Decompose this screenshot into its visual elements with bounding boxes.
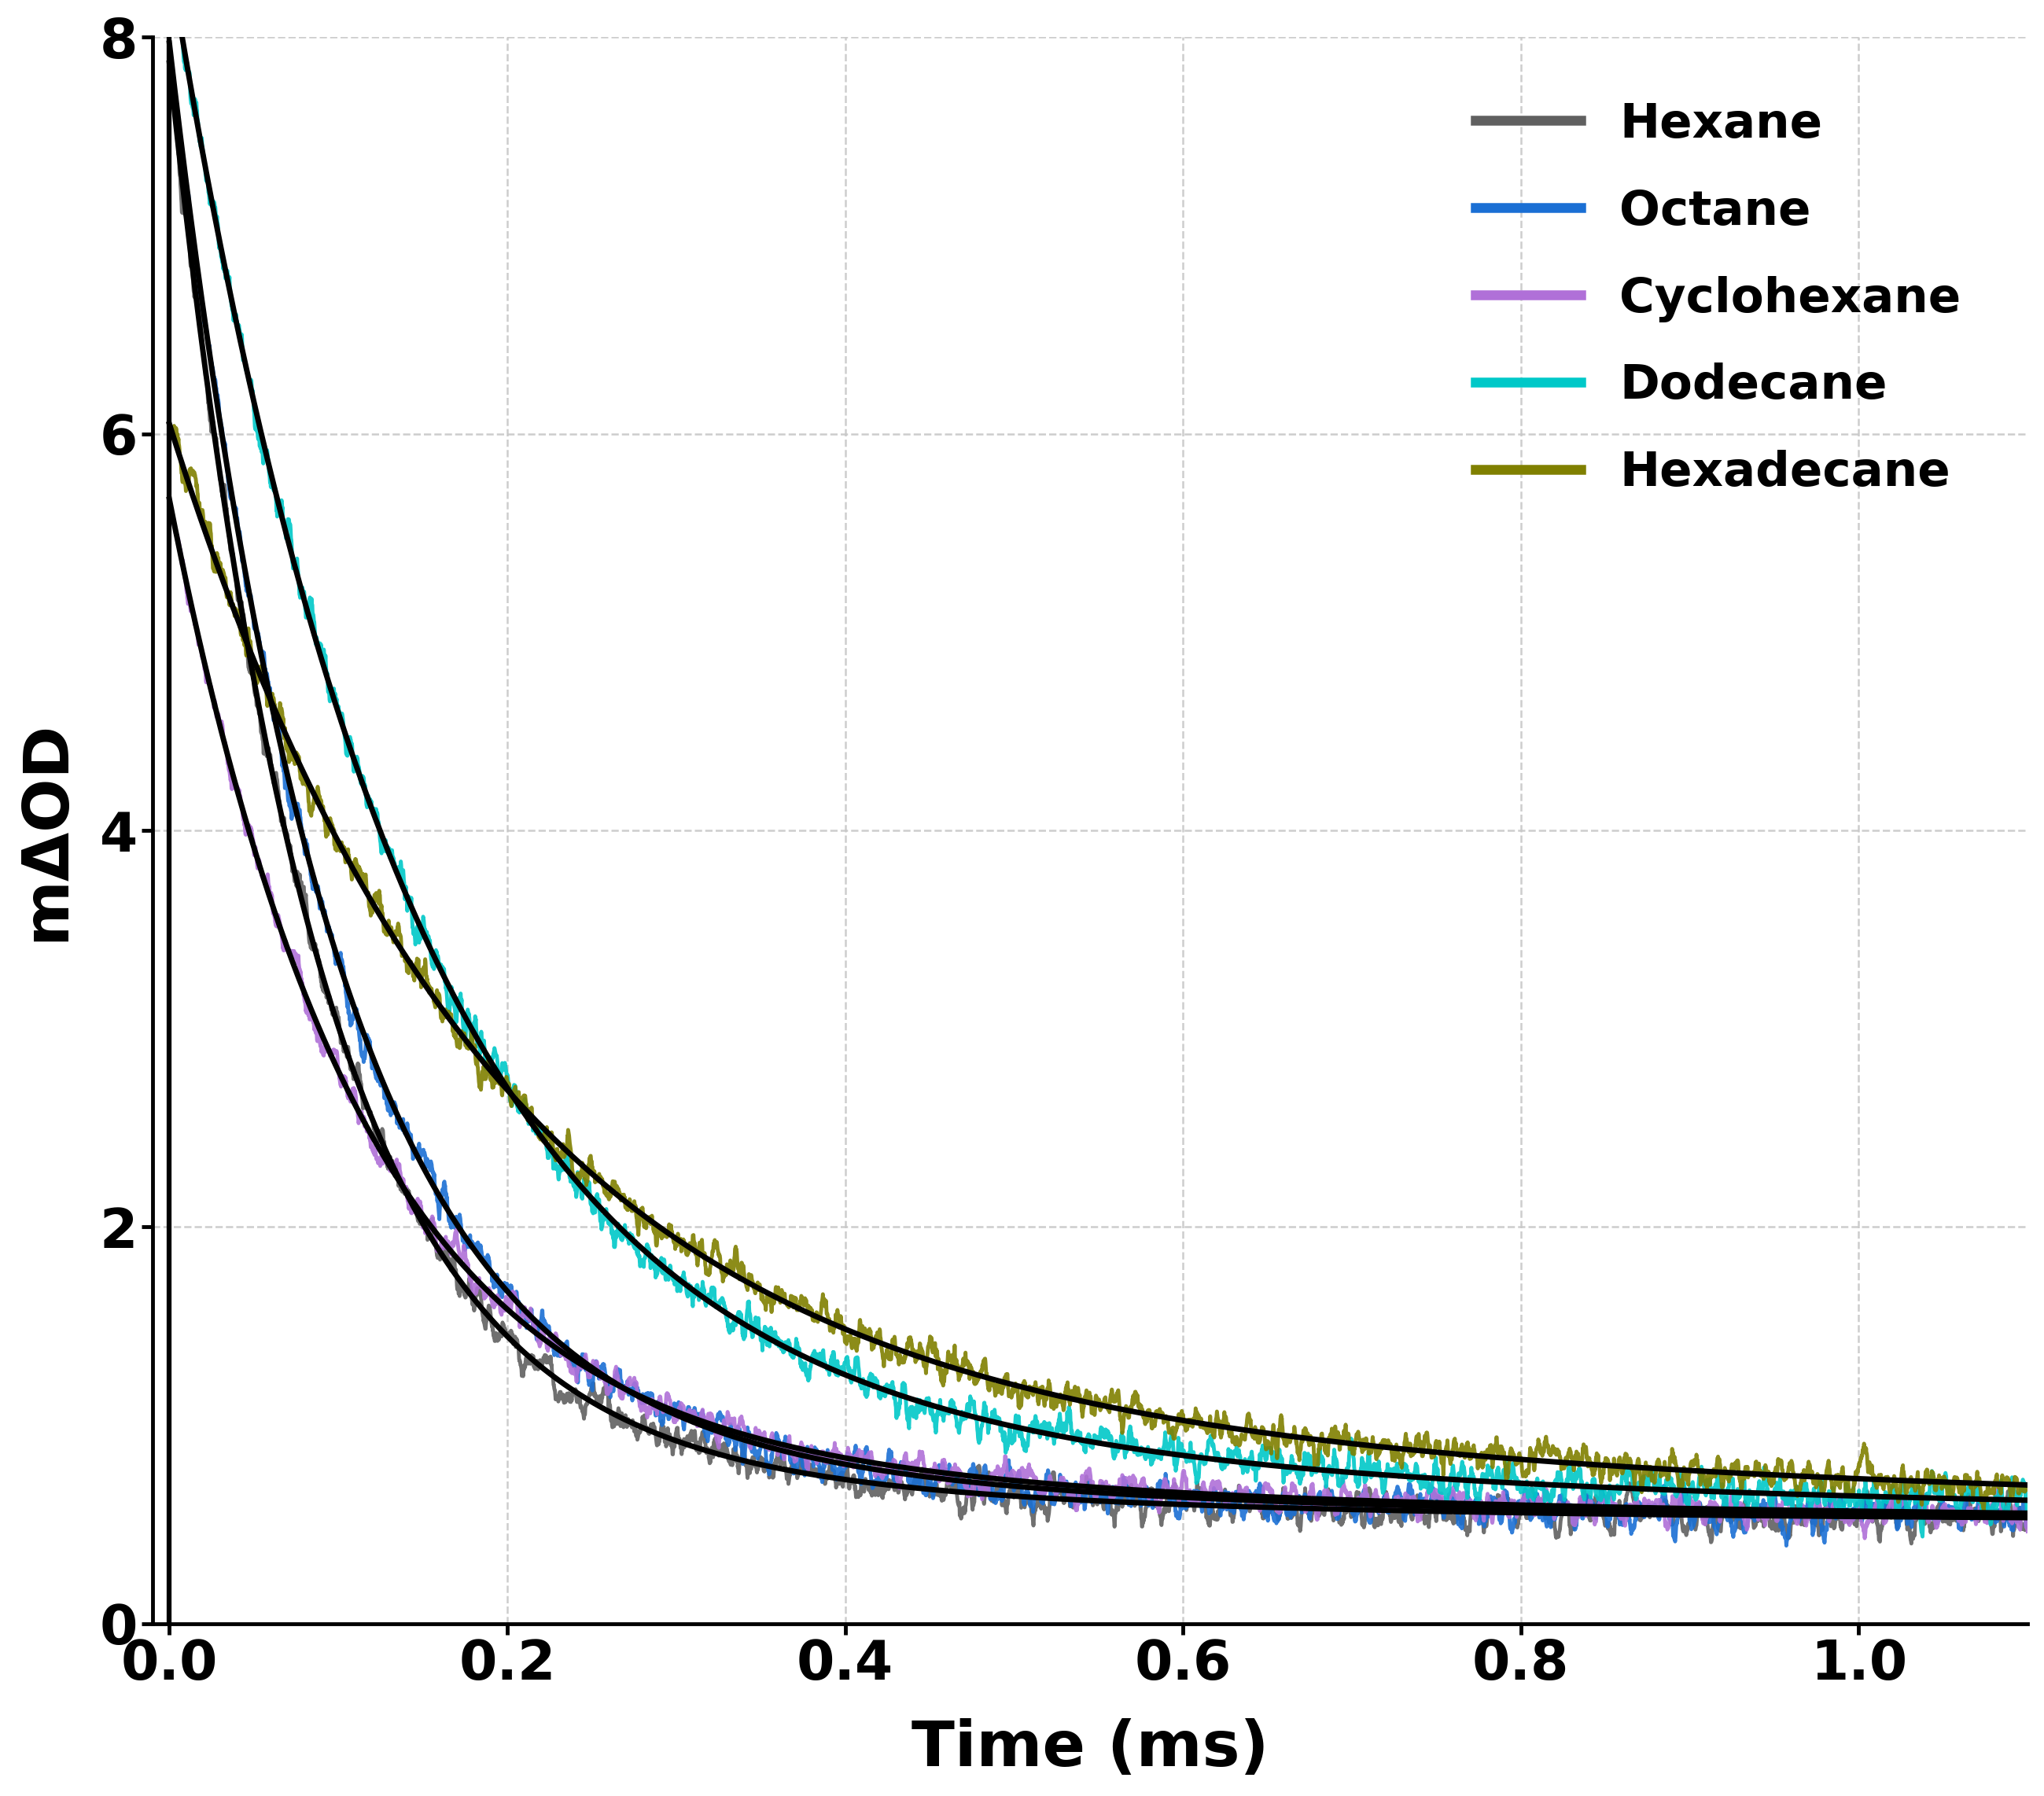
- Legend: Hexane, Octane, Cyclohexane, Dodecane, Hexadecane: Hexane, Octane, Cyclohexane, Dodecane, H…: [1451, 77, 1985, 521]
- X-axis label: Time (ms): Time (ms): [912, 1719, 1269, 1780]
- Y-axis label: mΔOD: mΔOD: [16, 720, 78, 941]
